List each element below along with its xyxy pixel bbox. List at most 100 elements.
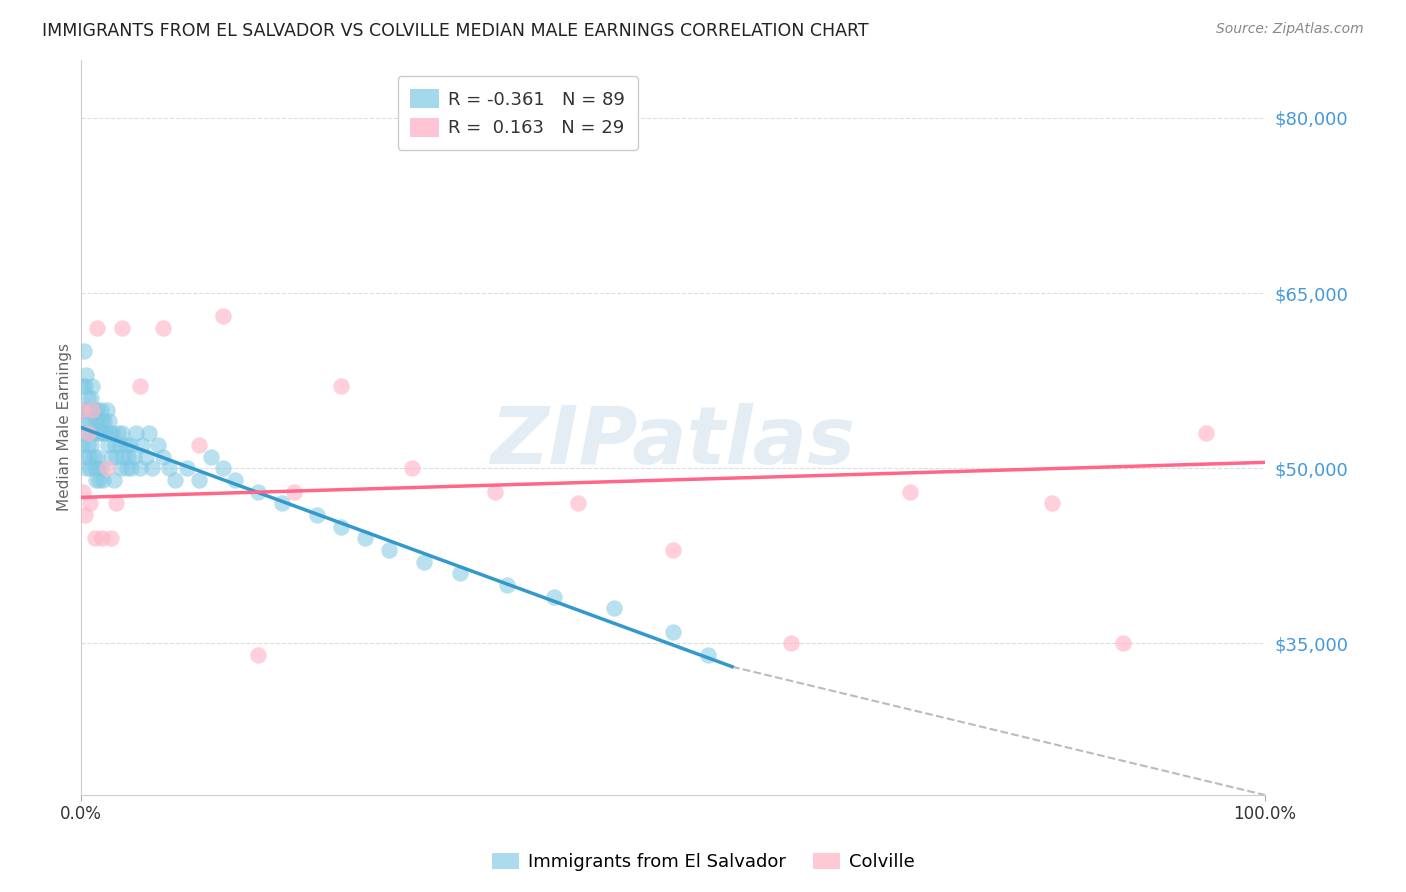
Immigrants from El Salvador — [211, 461, 233, 475]
Immigrants from El Salvador — [111, 426, 134, 441]
Immigrants from El Salvador — [75, 368, 97, 382]
Immigrants from El Salvador — [97, 415, 120, 429]
Colville — [100, 531, 122, 545]
Immigrants from El Salvador — [107, 426, 129, 441]
Y-axis label: Median Male Earnings: Median Male Earnings — [58, 343, 72, 511]
Immigrants from El Salvador — [353, 531, 375, 545]
Immigrants from El Salvador — [120, 438, 142, 452]
Colville — [330, 379, 353, 393]
Immigrants from El Salvador — [73, 344, 96, 359]
Immigrants from El Salvador — [157, 461, 180, 475]
Immigrants from El Salvador — [77, 450, 100, 464]
Immigrants from El Salvador — [602, 601, 624, 615]
Immigrants from El Salvador — [114, 438, 136, 452]
Immigrants from El Salvador — [104, 438, 127, 452]
Immigrants from El Salvador — [105, 450, 128, 464]
Colville — [898, 484, 921, 499]
Colville — [662, 542, 685, 557]
Immigrants from El Salvador — [152, 450, 174, 464]
Immigrants from El Salvador — [496, 578, 519, 592]
Colville — [152, 321, 174, 335]
Colville — [105, 496, 128, 510]
Colville — [79, 496, 101, 510]
Immigrants from El Salvador — [76, 391, 98, 405]
Immigrants from El Salvador — [79, 461, 101, 475]
Colville — [111, 321, 134, 335]
Immigrants from El Salvador — [90, 461, 112, 475]
Immigrants from El Salvador — [270, 496, 292, 510]
Immigrants from El Salvador — [83, 402, 105, 417]
Immigrants from El Salvador — [165, 473, 187, 487]
Immigrants from El Salvador — [128, 461, 150, 475]
Immigrants from El Salvador — [141, 461, 163, 475]
Immigrants from El Salvador — [224, 473, 246, 487]
Immigrants from El Salvador — [200, 450, 222, 464]
Immigrants from El Salvador — [188, 473, 211, 487]
Immigrants from El Salvador — [75, 426, 97, 441]
Colville — [83, 531, 105, 545]
Colville — [75, 508, 97, 522]
Immigrants from El Salvador — [413, 555, 436, 569]
Colville — [401, 461, 423, 475]
Immigrants from El Salvador — [89, 426, 111, 441]
Immigrants from El Salvador — [93, 415, 115, 429]
Colville — [76, 426, 98, 441]
Immigrants from El Salvador — [112, 450, 135, 464]
Immigrants from El Salvador — [91, 426, 114, 441]
Immigrants from El Salvador — [377, 542, 399, 557]
Immigrants from El Salvador — [125, 426, 148, 441]
Immigrants from El Salvador — [73, 402, 96, 417]
Immigrants from El Salvador — [122, 450, 145, 464]
Colville — [1040, 496, 1063, 510]
Colville — [70, 402, 93, 417]
Immigrants from El Salvador — [72, 379, 94, 393]
Immigrants from El Salvador — [76, 438, 98, 452]
Immigrants from El Salvador — [307, 508, 329, 522]
Text: Source: ZipAtlas.com: Source: ZipAtlas.com — [1216, 22, 1364, 37]
Immigrants from El Salvador — [103, 473, 125, 487]
Immigrants from El Salvador — [80, 391, 103, 405]
Immigrants from El Salvador — [131, 438, 153, 452]
Immigrants from El Salvador — [82, 379, 104, 393]
Immigrants from El Salvador — [96, 402, 118, 417]
Immigrants from El Salvador — [120, 461, 142, 475]
Immigrants from El Salvador — [87, 461, 110, 475]
Colville — [247, 648, 270, 662]
Colville — [1112, 636, 1135, 650]
Immigrants from El Salvador — [87, 415, 110, 429]
Colville — [1195, 426, 1218, 441]
Immigrants from El Salvador — [89, 473, 111, 487]
Colville — [567, 496, 589, 510]
Immigrants from El Salvador — [72, 426, 94, 441]
Colville — [96, 461, 118, 475]
Colville — [283, 484, 305, 499]
Immigrants from El Salvador — [84, 473, 107, 487]
Colville — [128, 379, 150, 393]
Immigrants from El Salvador — [73, 450, 96, 464]
Immigrants from El Salvador — [662, 624, 685, 639]
Immigrants from El Salvador — [75, 461, 97, 475]
Immigrants from El Salvador — [79, 415, 101, 429]
Colville — [86, 321, 108, 335]
Immigrants from El Salvador — [101, 426, 124, 441]
Immigrants from El Salvador — [108, 438, 131, 452]
Immigrants from El Salvador — [697, 648, 720, 662]
Immigrants from El Salvador — [117, 450, 139, 464]
Colville — [82, 402, 104, 417]
Immigrants from El Salvador — [543, 590, 565, 604]
Immigrants from El Salvador — [91, 473, 114, 487]
Immigrants from El Salvador — [77, 402, 100, 417]
Immigrants from El Salvador — [90, 415, 112, 429]
Immigrants from El Salvador — [83, 450, 105, 464]
Immigrants from El Salvador — [86, 402, 108, 417]
Immigrants from El Salvador — [75, 415, 97, 429]
Immigrants from El Salvador — [138, 426, 160, 441]
Immigrants from El Salvador — [70, 402, 93, 417]
Immigrants from El Salvador — [90, 402, 112, 417]
Immigrants from El Salvador — [83, 415, 105, 429]
Immigrants from El Salvador — [80, 438, 103, 452]
Immigrants from El Salvador — [330, 519, 353, 533]
Immigrants from El Salvador — [84, 426, 107, 441]
Immigrants from El Salvador — [115, 461, 138, 475]
Colville — [780, 636, 803, 650]
